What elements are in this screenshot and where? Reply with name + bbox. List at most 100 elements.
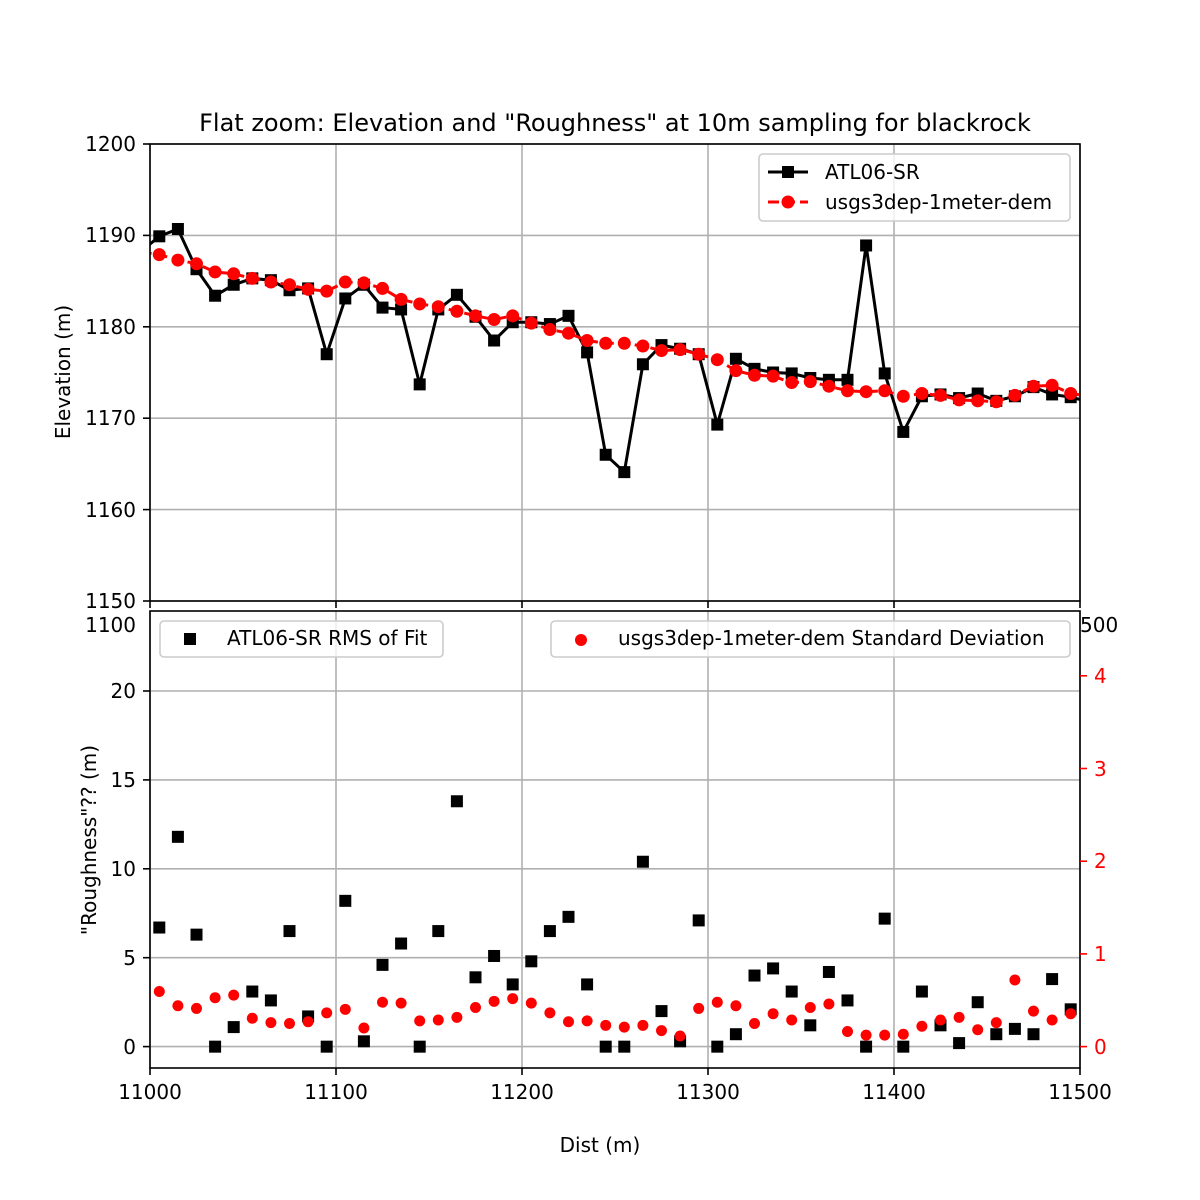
data-point [711, 418, 724, 431]
data-point [953, 1011, 965, 1023]
data-point [450, 795, 463, 808]
data-point [767, 962, 780, 975]
data-point [488, 334, 501, 347]
data-point [915, 985, 928, 998]
data-point [841, 384, 854, 398]
data-point [617, 336, 631, 350]
legend-rms-label: ATL06-SR RMS of Fit [227, 626, 428, 650]
bottom-axes-frame [149, 610, 1081, 1069]
data-point [525, 955, 538, 968]
data-point [656, 1025, 667, 1037]
data-point [618, 1040, 631, 1053]
bottom-x-tick-label: 11500 [1048, 1080, 1112, 1104]
data-point [395, 303, 408, 316]
data-point [190, 928, 203, 941]
bottom-right-legend-box [550, 620, 1071, 658]
bottom-right-y-ticks: 0 1 2 3 4 [1080, 664, 1107, 1059]
data-point [339, 894, 352, 907]
data-point [228, 989, 240, 1001]
data-point [414, 1015, 426, 1027]
data-point [618, 466, 631, 479]
series-line [150, 251, 1080, 404]
data-point [264, 994, 277, 1007]
data-point [879, 1029, 891, 1041]
data-point [785, 376, 799, 390]
data-point [803, 375, 817, 389]
data-point [283, 925, 296, 938]
bottom-y-tick-label-clipped: 1100 [85, 613, 136, 637]
top-x-ticks [149, 601, 1081, 608]
data-point [804, 1002, 816, 1014]
bottom-right-y-tick-label: 4 [1094, 664, 1107, 688]
data-point [729, 1028, 742, 1041]
data-point [599, 1040, 612, 1053]
data-point [916, 1020, 928, 1032]
bottom-x-tick-label: 11300 [676, 1080, 740, 1104]
bottom-right-legend: usgs3dep-1meter-dem Standard Deviation [550, 620, 1071, 658]
data-point [989, 395, 1003, 409]
data-point [897, 1028, 909, 1040]
data-point [376, 958, 389, 971]
data-point [432, 1014, 444, 1026]
data-point [1028, 1005, 1039, 1017]
data-point [245, 271, 259, 285]
bottom-x-ticks: 11000 11100 11200 11300 11400 11500 [118, 1068, 1112, 1104]
data-point [357, 1035, 370, 1048]
data-point [339, 292, 352, 305]
data-point [208, 265, 222, 279]
data-point [1008, 388, 1022, 402]
data-point [785, 367, 798, 380]
data-point [730, 1000, 742, 1012]
data-point [321, 1007, 333, 1019]
data-point [636, 339, 650, 353]
data-point [264, 275, 278, 289]
data-point [450, 288, 463, 301]
data-point [562, 326, 575, 340]
data-point [488, 995, 500, 1007]
data-point [618, 1021, 630, 1033]
data-point [413, 1040, 426, 1053]
top-axes-frame [149, 143, 1081, 602]
series-usgs3dep-std [153, 974, 1077, 1042]
data-point [450, 304, 464, 318]
data-point [227, 1021, 240, 1034]
data-point [822, 965, 835, 978]
data-point [153, 921, 166, 934]
data-point [971, 394, 985, 408]
data-point [674, 1030, 686, 1042]
bottom-x-tick-label: 11000 [118, 1080, 182, 1104]
data-point [1064, 387, 1078, 401]
data-point [209, 992, 221, 1004]
legend-rms-marker [184, 633, 196, 645]
series-usgs3dep-1meter-dem [150, 248, 1080, 409]
data-point [413, 297, 427, 311]
top-y-tick-label: 1190 [85, 223, 136, 247]
data-point [581, 978, 594, 991]
top-legend: ATL06-SR usgs3dep-1meter-dem [758, 153, 1071, 222]
top-chart-title: Flat zoom: Elevation and "Roughness" at … [199, 109, 1031, 137]
top-y-ticks: 1150 1160 1170 1180 1190 1200 [85, 132, 150, 613]
data-point [804, 1019, 817, 1032]
data-point [972, 1024, 984, 1036]
data-point [692, 914, 705, 927]
legend-std-label: usgs3dep-1meter-dem Standard Deviation [618, 626, 1045, 650]
bottom-right-y-tick-label: 0 [1094, 1035, 1107, 1059]
data-point [580, 334, 594, 348]
data-point [227, 278, 240, 291]
top-y-tick-label: 1180 [85, 315, 136, 339]
bottom-left-y-ticks: 0 5 10 15 20 1100 [85, 613, 150, 1059]
data-point [990, 1017, 1002, 1029]
data-point [191, 1002, 202, 1014]
data-point [246, 1012, 258, 1024]
data-point [338, 275, 352, 289]
bottom-y-tick-label: 20 [111, 679, 136, 703]
data-point [711, 996, 723, 1008]
data-point [488, 949, 501, 962]
data-point [953, 1037, 966, 1050]
top-y-tick-label: 1160 [85, 498, 136, 522]
data-point [729, 364, 743, 378]
data-point [841, 994, 854, 1007]
data-point [506, 978, 519, 991]
data-point [451, 1011, 463, 1023]
data-point [599, 448, 612, 461]
